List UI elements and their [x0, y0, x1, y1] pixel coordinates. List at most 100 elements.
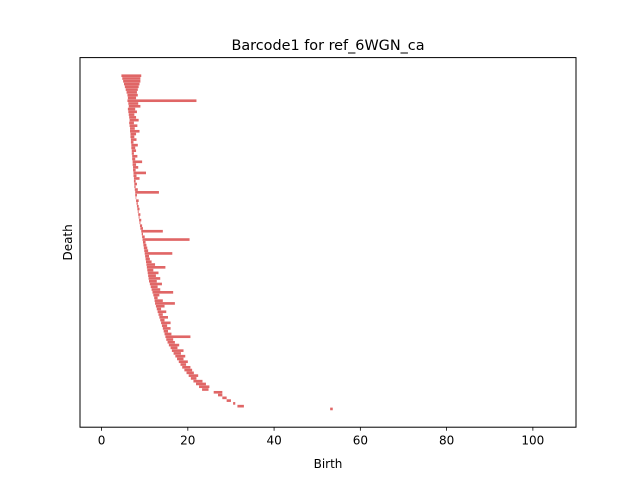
barcode-bar [177, 357, 184, 361]
barcode-bar [161, 321, 171, 325]
barcode-bar [330, 407, 333, 411]
barcode-bar [148, 274, 156, 277]
barcode-bar [133, 171, 146, 175]
barcode-bar [130, 129, 140, 133]
barcode-bar [147, 268, 154, 272]
barcode-bar [143, 243, 147, 247]
bars-layer [121, 74, 333, 411]
x-tick-label: 80 [439, 434, 454, 448]
x-tick-label: 20 [180, 434, 195, 448]
barcode-bar [218, 393, 223, 397]
barcode-bar [145, 257, 150, 261]
barcode-bar [167, 340, 175, 344]
barcode-bar [155, 304, 165, 308]
barcode-bar [129, 124, 138, 128]
barcode-bar [135, 193, 137, 197]
barcode-bar [123, 82, 140, 86]
barcode-bar [233, 402, 236, 405]
barcode-bar [170, 346, 178, 350]
barcode-bar [129, 121, 134, 125]
barcode-bar [134, 188, 138, 191]
barcode-bar [133, 179, 136, 183]
barcode-bar [131, 149, 137, 153]
barcode-bar [188, 374, 199, 377]
barcode-bar [136, 199, 139, 202]
barcode-bar [127, 99, 197, 103]
barcode-bar [132, 160, 143, 164]
barcode-bar [133, 168, 136, 172]
barcode-bar [125, 88, 138, 91]
barcode-bar [138, 213, 141, 216]
barcode-bar [138, 216, 140, 219]
barcode-bar [128, 104, 141, 108]
x-axis-label: Birth [314, 457, 343, 471]
barcode-bar [150, 285, 158, 289]
barcode-bar [147, 271, 159, 275]
barcode-bar [130, 127, 135, 130]
barcode-bar [128, 102, 139, 105]
barcode-bar [127, 96, 137, 100]
barcode-bar [173, 352, 181, 355]
barcode-bar [199, 385, 210, 389]
barcode-bar [142, 238, 190, 241]
barcode-bar [190, 377, 197, 380]
x-axis-ticks: 0 20 40 60 80 100 [98, 427, 544, 448]
barcode-bar [132, 154, 138, 158]
barcode-bar [141, 229, 163, 233]
barcode-bar [132, 157, 136, 161]
barcode-bar [128, 113, 135, 116]
barcode-bar [222, 396, 227, 400]
barcode-bar [144, 249, 149, 252]
barcode-bar [226, 399, 231, 402]
barcode-bar [135, 191, 159, 194]
barcode-bar [148, 277, 161, 280]
barcode-bar [139, 221, 141, 225]
barcode-bar [213, 390, 223, 394]
barcode-bar [122, 77, 141, 80]
barcode-bar [130, 135, 135, 139]
barcode-bar [121, 74, 142, 78]
barcode-bar [137, 210, 139, 214]
barcode-bar [152, 291, 174, 294]
barcode-bar [135, 196, 137, 200]
barcode-bar [160, 318, 165, 322]
barcode-bar [133, 177, 140, 180]
barcode-bar [168, 343, 180, 347]
barcode-bar [171, 349, 184, 352]
x-tick-label: 0 [98, 434, 106, 448]
barcode-bar [196, 382, 206, 386]
barcode-bar [186, 371, 194, 375]
barcode-bar [142, 241, 146, 244]
barcode-bar [155, 302, 175, 305]
barcode-bar [133, 166, 139, 169]
barcode-bar [175, 354, 186, 358]
barcode-bar [124, 85, 139, 89]
barcode-bar [133, 174, 137, 178]
barcode-bar [131, 143, 138, 147]
barcode-bar [162, 327, 171, 330]
barcode-bar [159, 315, 168, 319]
barcode-bar [156, 307, 162, 311]
barcode-bar [140, 227, 143, 230]
barcode-bar [163, 329, 168, 333]
y-axis-label: Death [61, 224, 75, 260]
barcode-bar [154, 299, 163, 302]
plot-frame [79, 57, 577, 428]
x-tick-label: 40 [266, 434, 281, 448]
barcode-bar [202, 388, 209, 391]
barcode-bar [123, 79, 141, 83]
barcode-bar [145, 260, 152, 264]
barcode-bar [128, 110, 137, 114]
barcode-bar [184, 368, 193, 372]
barcode-bar [182, 365, 191, 369]
barcode-bar [145, 254, 150, 258]
barcode-bar [134, 185, 136, 189]
chart-title: Barcode1 for ref_6WGN_ca [231, 38, 424, 54]
barcode-bar [142, 235, 145, 239]
barcode-bar [139, 218, 142, 222]
barcode-bar [154, 296, 158, 300]
barcode-bar [131, 152, 134, 155]
barcode-bar [127, 107, 136, 111]
barcode-bar [129, 116, 137, 119]
